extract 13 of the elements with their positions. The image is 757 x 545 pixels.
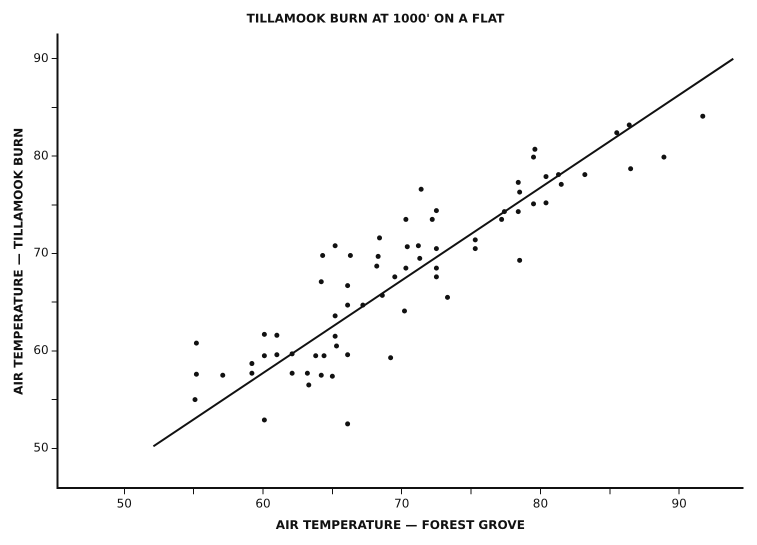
y-tick-label: 70 [33, 246, 49, 260]
x-tick-label: 50 [116, 496, 132, 511]
x-tick-label: 60 [255, 496, 271, 511]
y-tick-label: 50 [33, 440, 49, 454]
x-tick-label: 90 [672, 496, 687, 511]
x-axis-title: AIR TEMPERATURE — FOREST GROVE [276, 518, 525, 532]
y-tick-label: 60 [33, 343, 49, 358]
y-tick-label: 90 [33, 50, 49, 65]
y-tick-label: 80 [33, 148, 49, 162]
x-tick-label: 70 [394, 496, 410, 511]
x-tick-label: 80 [532, 496, 548, 511]
chart-title: TILLAMOOK BURN AT 1000' ON A FLAT [246, 11, 506, 26]
y-axis-title: AIR TEMPERATURE — TILLAMOOK BURN [11, 128, 26, 395]
